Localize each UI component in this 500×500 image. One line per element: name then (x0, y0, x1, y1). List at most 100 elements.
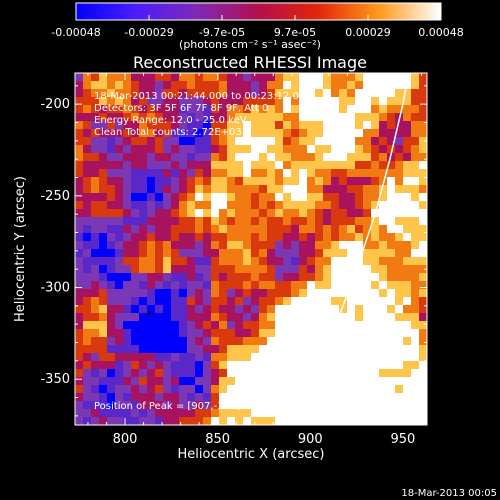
heatmap-cell (339, 145, 347, 153)
heatmap-cell (235, 177, 243, 185)
heatmap-cell (403, 257, 411, 265)
heatmap-cell (251, 81, 259, 89)
heatmap-cell (195, 353, 203, 361)
heatmap-cell (123, 233, 131, 241)
heatmap-cell (267, 393, 275, 401)
heatmap-cell (283, 113, 291, 121)
heatmap-cell (75, 273, 83, 281)
heatmap-cell (403, 385, 411, 393)
heatmap-cell (419, 145, 427, 153)
heatmap-cell (267, 273, 275, 281)
heatmap-cell (219, 417, 227, 425)
heatmap-cell (355, 169, 363, 177)
heatmap-cell (219, 281, 227, 289)
heatmap-cell (403, 105, 411, 113)
heatmap-cell (211, 177, 219, 185)
heatmap-cell (251, 129, 259, 137)
heatmap-cell (339, 273, 347, 281)
heatmap-cell (403, 337, 411, 345)
heatmap-cell (91, 81, 99, 89)
heatmap-cell (411, 129, 419, 137)
heatmap-cell (187, 361, 195, 369)
heatmap-cell (355, 313, 363, 321)
heatmap-cell (211, 385, 219, 393)
heatmap-cell (187, 217, 195, 225)
heatmap-cell (83, 73, 91, 81)
heatmap-cell (291, 313, 299, 321)
heatmap-cell (363, 265, 371, 273)
heatmap-cell (251, 337, 259, 345)
heatmap-cell (371, 233, 379, 241)
heatmap-cell (331, 81, 339, 89)
heatmap-cell (267, 257, 275, 265)
heatmap-cell (171, 153, 179, 161)
heatmap-cell (107, 273, 115, 281)
heatmap-cell (347, 265, 355, 273)
heatmap-cell (251, 241, 259, 249)
heatmap-cell (323, 249, 331, 257)
heatmap-cell (363, 153, 371, 161)
heatmap-cell (139, 233, 147, 241)
heatmap-cell (235, 337, 243, 345)
heatmap-cell (115, 233, 123, 241)
heatmap-cell (211, 393, 219, 401)
heatmap-cell (267, 121, 275, 129)
heatmap-cell (267, 201, 275, 209)
heatmap-cell (371, 305, 379, 313)
heatmap-cell (147, 249, 155, 257)
heatmap-cell (291, 145, 299, 153)
heatmap-cell (307, 281, 315, 289)
heatmap-cell (155, 137, 163, 145)
heatmap-cell (291, 353, 299, 361)
heatmap-cell (195, 265, 203, 273)
heatmap-cell (163, 393, 171, 401)
heatmap-cell (171, 185, 179, 193)
heatmap-cell (331, 113, 339, 121)
heatmap-cell (227, 281, 235, 289)
heatmap-cell (395, 193, 403, 201)
heatmap-cell (307, 145, 315, 153)
heatmap-cell (419, 297, 427, 305)
heatmap-cell (403, 289, 411, 297)
heatmap-cell (115, 337, 123, 345)
heatmap-cell (91, 321, 99, 329)
heatmap-cell (315, 409, 323, 417)
heatmap-cell (315, 177, 323, 185)
heatmap-cell (179, 153, 187, 161)
heatmap-cell (371, 89, 379, 97)
heatmap-cell (323, 73, 331, 81)
heatmap-cell (83, 393, 91, 401)
heatmap-cell (259, 257, 267, 265)
heatmap-cell (299, 225, 307, 233)
heatmap-cell (331, 401, 339, 409)
heatmap-cell (339, 281, 347, 289)
heatmap-cell (371, 313, 379, 321)
heatmap-cell (379, 105, 387, 113)
heatmap-cell (251, 209, 259, 217)
heatmap-cell (75, 353, 83, 361)
heatmap-cell (227, 273, 235, 281)
heatmap-cell (187, 241, 195, 249)
plot-title: Reconstructed RHESSI Image (133, 53, 367, 72)
heatmap-cell (243, 305, 251, 313)
heatmap-cell (179, 297, 187, 305)
heatmap-cell (123, 313, 131, 321)
heatmap-cell (203, 321, 211, 329)
heatmap-cell (371, 273, 379, 281)
heatmap-cell (131, 161, 139, 169)
heatmap-cell (75, 369, 83, 377)
heatmap-cell (187, 377, 195, 385)
heatmap-cell (155, 161, 163, 169)
heatmap-cell (195, 257, 203, 265)
heatmap-cell (171, 233, 179, 241)
heatmap-cell (171, 369, 179, 377)
heatmap-cell (227, 201, 235, 209)
heatmap-cell (403, 297, 411, 305)
heatmap-cell (371, 81, 379, 89)
heatmap-cell (195, 297, 203, 305)
heatmap-cell (387, 273, 395, 281)
heatmap-cell (371, 361, 379, 369)
heatmap-cell (267, 337, 275, 345)
heatmap-cell (163, 273, 171, 281)
heatmap-cell (307, 353, 315, 361)
